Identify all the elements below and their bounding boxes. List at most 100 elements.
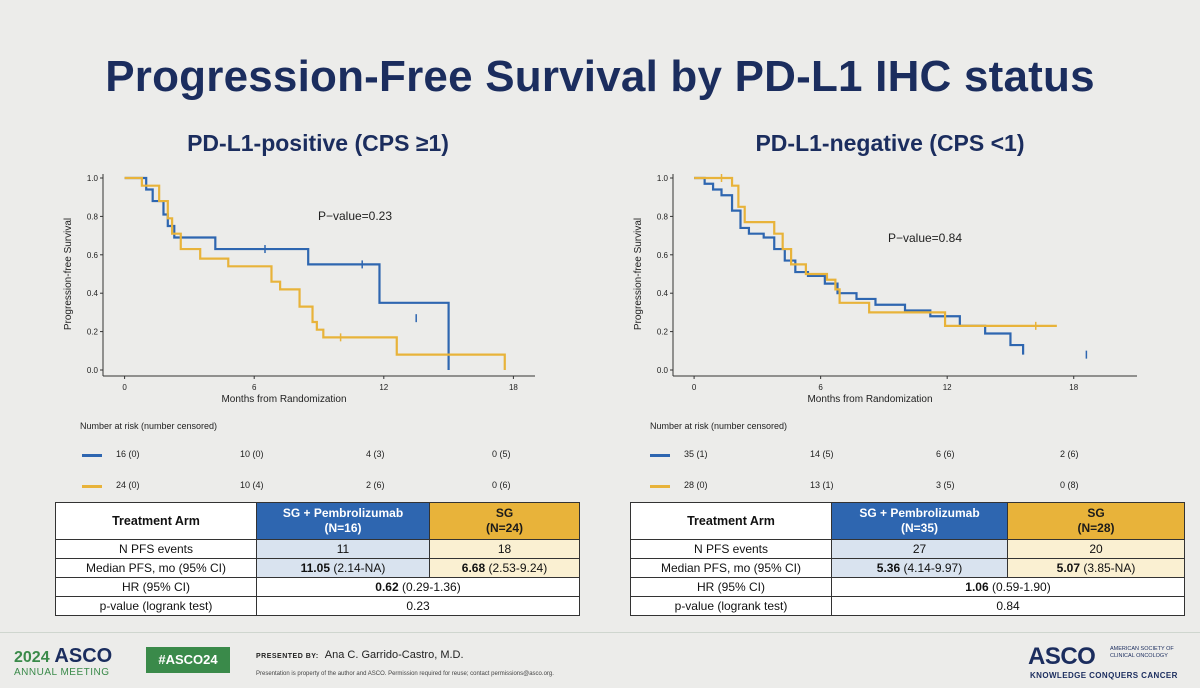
km-curve-sg (124, 176, 506, 370)
table-row: HR (95% CI) 0.62 (0.29-1.36) (55, 577, 580, 597)
row-label: N PFS events (55, 539, 257, 559)
y-tick-label: 0.0 (87, 366, 99, 375)
table-row: Median PFS, mo (95% CI) 11.05 (2.14-NA) … (55, 558, 580, 578)
cell-value: 20 (1007, 539, 1185, 559)
risk-value: 16 (0) (116, 449, 140, 459)
legend-swatch-blue (650, 454, 670, 457)
x-tick-label: 6 (252, 383, 257, 392)
presenter: PRESENTED BY: Ana C. Garrido-Castro, M.D. (256, 649, 464, 661)
legend-swatch-blue (82, 454, 102, 457)
y-tick-label: 0.8 (657, 212, 669, 221)
risk-value: 0 (8) (1060, 480, 1079, 490)
y-axis-label: Progression-free Survival (633, 218, 644, 330)
risk-value: 14 (5) (810, 449, 834, 459)
cell-value: 18 (429, 539, 580, 559)
risk-value: 0 (5) (492, 449, 511, 459)
asco-meeting-logo: 2024 ASCO (14, 645, 113, 667)
table-row: HR (95% CI) 1.06 (0.59-1.90) (630, 577, 1185, 597)
cell-value: 0.84 (831, 596, 1185, 616)
y-tick-label: 0.2 (87, 328, 99, 337)
risk-value: 28 (0) (684, 480, 708, 490)
row-label: p-value (logrank test) (55, 596, 257, 616)
cell-value: 1.06 (0.59-1.90) (831, 577, 1185, 597)
risk-value: 3 (5) (936, 480, 955, 490)
risk-table-title: Number at risk (number censored) (650, 421, 788, 431)
x-tick-label: 12 (379, 383, 388, 392)
km-chart-positive: 0.0 0.2 0.4 0.6 0.8 1.0 0 6 12 18 Months from Rand… (63, 174, 535, 405)
risk-value: 0 (6) (492, 480, 511, 490)
x-tick-label: 0 (692, 383, 697, 392)
table-row: Median PFS, mo (95% CI) 5.36 (4.14-9.97)… (630, 558, 1185, 578)
cell-value: 27 (831, 539, 1008, 559)
annual-meeting-label: ANNUAL MEETING (14, 667, 110, 678)
header-treatment-arm: Treatment Arm (630, 502, 832, 540)
page-title: Progression-Free Survival by PD-L1 IHC s… (105, 52, 1095, 101)
x-tick-label: 12 (943, 383, 952, 392)
summary-table-positive: Treatment Arm SG + Pembrolizumab (N=16) S… (55, 502, 580, 616)
left-panel-subtitle: PD-L1-positive (CPS ≥1) (187, 130, 449, 156)
cell-value: 5.07 (3.85-NA) (1007, 558, 1185, 578)
cell-value: 11 (256, 539, 430, 559)
x-tick-label: 0 (122, 383, 127, 392)
x-tick-label: 18 (509, 383, 518, 392)
risk-row-sg-pembro: 16 (0) 10 (0) 4 (3) 0 (5) (82, 449, 542, 463)
p-value-annotation: P−value=0.23 (318, 209, 392, 223)
risk-value: 35 (1) (684, 449, 708, 459)
risk-value: 2 (6) (366, 480, 385, 490)
y-tick-label: 1.0 (657, 174, 669, 183)
risk-row-sg: 28 (0) 13 (1) 3 (5) 0 (8) (650, 480, 1110, 494)
row-label: HR (95% CI) (630, 577, 832, 597)
km-chart-negative: 0.0 0.2 0.4 0.6 0.8 1.0 0 6 12 18 Months from Rand… (633, 174, 1137, 405)
cell-value: 11.05 (2.14-NA) (256, 558, 430, 578)
header-sg-pembro: SG + Pembrolizumab (N=35) (831, 502, 1008, 540)
row-label: N PFS events (630, 539, 832, 559)
x-axis-label: Months from Randomization (807, 394, 932, 405)
summary-table-negative: Treatment Arm SG + Pembrolizumab (N=35) S… (630, 502, 1185, 616)
x-tick-label: 6 (818, 383, 823, 392)
x-axis-label: Months from Randomization (221, 394, 346, 405)
risk-value: 2 (6) (1060, 449, 1079, 459)
y-tick-label: 0.2 (657, 328, 669, 337)
y-tick-label: 1.0 (87, 174, 99, 183)
row-label: Median PFS, mo (95% CI) (630, 558, 832, 578)
risk-value: 4 (3) (366, 449, 385, 459)
table-header-row: Treatment Arm SG + Pembrolizumab (N=35) S… (630, 502, 1185, 540)
y-tick-label: 0.0 (657, 366, 669, 375)
y-tick-label: 0.6 (87, 251, 99, 260)
row-label: Median PFS, mo (95% CI) (55, 558, 257, 578)
footer: 2024 ASCO ANNUAL MEETING #ASCO24 PRESENT… (0, 632, 1200, 688)
risk-value: 10 (0) (240, 449, 264, 459)
risk-value: 10 (4) (240, 480, 264, 490)
right-panel-subtitle: PD-L1-negative (CPS <1) (755, 130, 1025, 156)
y-tick-label: 0.8 (87, 212, 99, 221)
y-tick-label: 0.4 (87, 289, 99, 298)
header-sg: SG (N=28) (1007, 502, 1185, 540)
y-tick-label: 0.6 (657, 251, 669, 260)
legend-swatch-gold (650, 485, 670, 488)
row-label: HR (95% CI) (55, 577, 257, 597)
table-row: N PFS events 27 20 (630, 539, 1185, 559)
y-tick-label: 0.4 (657, 289, 669, 298)
km-curve-sg_pembro (694, 176, 1025, 355)
asco-society-name: AMERICAN SOCIETY OF CLINICAL ONCOLOGY (1110, 646, 1174, 659)
asco-logo: ASCO (1028, 643, 1096, 670)
risk-row-sg: 24 (0) 10 (4) 2 (6) 0 (6) (82, 480, 542, 494)
risk-table-title: Number at risk (number censored) (80, 421, 218, 431)
x-tick-label: 18 (1069, 383, 1078, 392)
p-value-annotation: P−value=0.84 (888, 231, 962, 245)
asco-tagline: KNOWLEDGE CONQUERS CANCER (1030, 671, 1178, 680)
table-row: p-value (logrank test) 0.23 (55, 596, 580, 616)
disclaimer: Presentation is property of the author a… (256, 671, 554, 677)
cell-value: 0.62 (0.29-1.36) (256, 577, 580, 597)
table-row: p-value (logrank test) 0.84 (630, 596, 1185, 616)
risk-value: 24 (0) (116, 480, 140, 490)
table-row: N PFS events 11 18 (55, 539, 580, 559)
y-axis-label: Progression-free Survival (63, 218, 74, 330)
header-sg-pembro: SG + Pembrolizumab (N=16) (256, 502, 430, 540)
risk-row-sg-pembro: 35 (1) 14 (5) 6 (6) 2 (6) (650, 449, 1110, 463)
header-treatment-arm: Treatment Arm (55, 502, 257, 540)
hashtag-badge: #ASCO24 (146, 647, 230, 673)
cell-value: 6.68 (2.53-9.24) (429, 558, 580, 578)
row-label: p-value (logrank test) (630, 596, 832, 616)
